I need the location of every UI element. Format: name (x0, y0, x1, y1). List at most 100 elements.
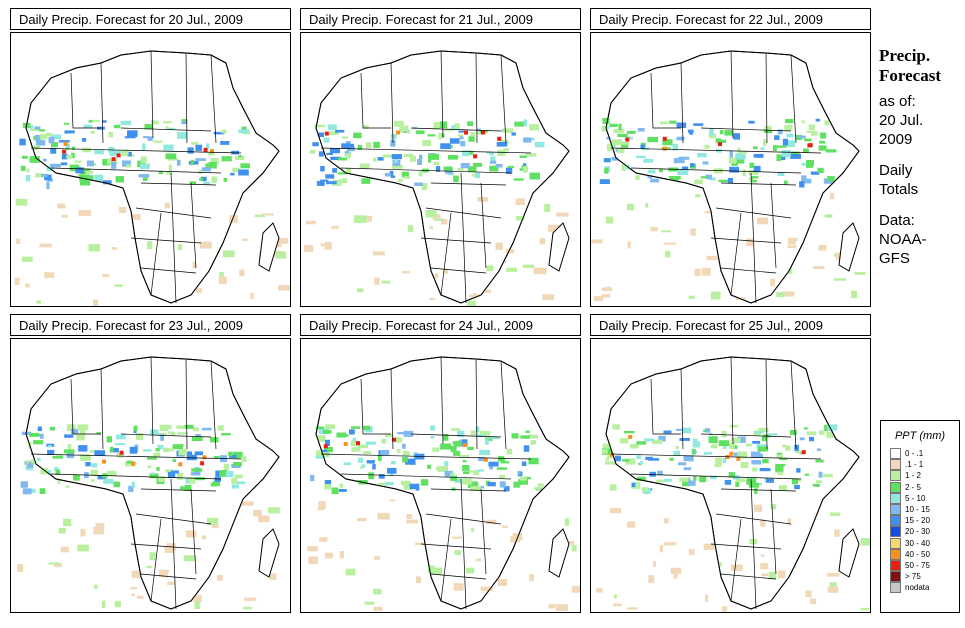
precip-cell (391, 461, 396, 465)
precip-cell (777, 129, 783, 135)
precip-cell (745, 443, 752, 447)
precip-cell (118, 206, 127, 213)
precip-cell (479, 486, 484, 489)
legend-label: 20 - 30 (905, 527, 930, 537)
country-border (170, 478, 177, 610)
precip-cell (830, 193, 835, 200)
precip-cell (489, 160, 497, 164)
precip-cell (149, 552, 156, 561)
precip-cell (640, 144, 645, 149)
precip-cell (431, 567, 442, 575)
precip-cell (520, 476, 527, 481)
precip-cell (761, 573, 769, 577)
precip-cell (699, 476, 707, 483)
precip-cell (19, 138, 26, 146)
country-border (70, 378, 101, 435)
precip-cell (373, 588, 382, 595)
precip-cell (722, 606, 728, 612)
precip-cell (58, 528, 66, 534)
precip-cell (663, 518, 669, 524)
precip-cell (243, 606, 252, 610)
legend-item: 20 - 30 (881, 526, 959, 538)
precip-cell (232, 167, 240, 173)
precip-cell (78, 445, 88, 452)
precip-cell (511, 433, 519, 439)
precip-cell (542, 294, 555, 300)
precip-cell (153, 452, 161, 458)
precip-cell (499, 474, 505, 479)
precip-cell (177, 244, 183, 250)
precip-cell (489, 466, 493, 470)
precip-cell (756, 444, 767, 448)
precip-cell (131, 481, 135, 488)
precip-cell (503, 260, 507, 264)
precip-cell (523, 137, 532, 143)
precip-cell (688, 295, 695, 299)
precip-cell (648, 458, 660, 461)
precip-cell (648, 575, 655, 583)
country-border (730, 356, 734, 445)
precip-cell (318, 132, 324, 137)
precip-cell (195, 144, 203, 151)
precip-cell (704, 594, 709, 603)
precip-map (10, 32, 291, 307)
precip-cell (801, 120, 805, 124)
precip-cell (172, 446, 183, 450)
precip-cell (782, 138, 788, 146)
precip-cell (27, 463, 34, 468)
precip-cell (207, 517, 219, 526)
precip-cell (443, 128, 453, 132)
precip-cell (363, 425, 370, 431)
precip-cell (645, 456, 653, 460)
precip-cell (219, 470, 228, 477)
panel-title: Daily Precip. Forecast for 20 Jul., 2009 (10, 8, 291, 30)
precip-cell (760, 519, 766, 527)
precip-cell (517, 470, 521, 475)
precip-cell (384, 172, 391, 177)
precip-cell (149, 473, 159, 479)
precip-cell (345, 568, 356, 576)
precip-cell (29, 128, 39, 131)
country-border (150, 212, 162, 296)
precip-cell (75, 167, 84, 174)
country-border (460, 478, 467, 610)
precip-cell (47, 470, 51, 475)
precip-cell (94, 450, 106, 456)
precip-cell (729, 442, 735, 449)
country-border (185, 358, 188, 450)
precip-cell (328, 124, 337, 131)
precip-cell (33, 136, 37, 140)
precip-cell (605, 286, 611, 290)
precip-cell-heavy (111, 157, 116, 162)
precip-cell (722, 443, 727, 449)
precip-cell (176, 425, 186, 429)
precip-cell (503, 148, 509, 152)
precip-cell (70, 428, 79, 435)
precip-cell (473, 470, 480, 476)
precip-cell (775, 464, 786, 467)
country-border (320, 147, 532, 154)
precip-cell (60, 162, 68, 166)
precip-cell (365, 142, 372, 149)
precip-cell (677, 169, 689, 176)
country-border (460, 172, 467, 304)
precip-cell (402, 443, 406, 449)
precip-cell (206, 143, 210, 150)
country-border (390, 62, 394, 144)
precip-cell (350, 440, 359, 447)
precip-cell (131, 570, 142, 579)
precip-cell (132, 214, 141, 220)
precip-cell (472, 163, 483, 167)
precip-cell (69, 164, 80, 172)
precip-cell-heavy (356, 441, 360, 446)
precip-cell-heavy (473, 154, 478, 159)
source-line1: NOAA- (879, 231, 927, 248)
continent-outline (605, 50, 860, 304)
legend-swatch (890, 559, 901, 571)
precip-cell (210, 158, 219, 165)
precip-cell (217, 425, 224, 431)
precip-cell (403, 483, 413, 490)
coastline (605, 356, 860, 610)
country-border (100, 368, 104, 450)
precip-cell (86, 160, 94, 167)
